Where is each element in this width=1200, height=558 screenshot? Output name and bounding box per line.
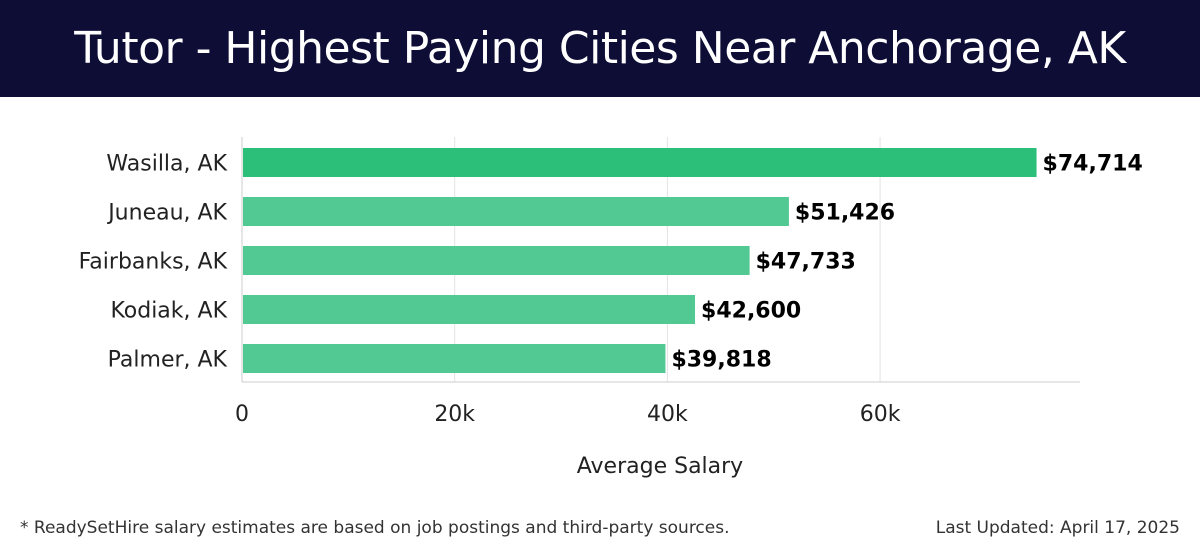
value-label: $42,600 bbox=[701, 299, 801, 324]
x-axis-title: Average Salary bbox=[577, 454, 743, 479]
value-label: $51,426 bbox=[795, 201, 895, 226]
bar bbox=[243, 148, 1037, 177]
category-label: Wasilla, AK bbox=[106, 152, 227, 177]
x-tick-label: 0 bbox=[235, 402, 249, 427]
value-label: $39,818 bbox=[671, 348, 771, 373]
value-label: $74,714 bbox=[1043, 152, 1143, 177]
salary-bar-chart: 0 20k 40k 60k Wasilla, AK $74,714 Juneau, AK $5… bbox=[79, 137, 1143, 479]
header-banner: Tutor - Highest Paying Cities Near Ancho… bbox=[0, 0, 1200, 97]
bar bbox=[243, 246, 750, 275]
page-title: Tutor - Highest Paying Cities Near Ancho… bbox=[74, 23, 1126, 74]
category-label: Fairbanks, AK bbox=[79, 250, 228, 275]
bar bbox=[243, 295, 696, 324]
bar-layer bbox=[243, 148, 1037, 373]
category-label: Palmer, AK bbox=[108, 348, 228, 373]
bar bbox=[243, 197, 789, 226]
label-layer: 0 20k 40k 60k Wasilla, AK $74,714 Juneau, AK $5… bbox=[79, 152, 1143, 428]
last-updated: Last Updated: April 17, 2025 bbox=[935, 518, 1180, 538]
bar bbox=[243, 344, 666, 373]
x-tick-label: 20k bbox=[434, 402, 475, 427]
footer-disclaimer: * ReadySetHire salary estimates are base… bbox=[20, 518, 730, 538]
category-label: Juneau, AK bbox=[106, 201, 227, 226]
x-tick-label: 40k bbox=[647, 402, 688, 427]
category-label: Kodiak, AK bbox=[110, 299, 227, 324]
value-label: $47,733 bbox=[756, 250, 856, 275]
x-tick-label: 60k bbox=[860, 402, 901, 427]
